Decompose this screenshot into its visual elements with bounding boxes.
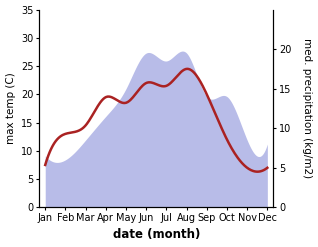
X-axis label: date (month): date (month) bbox=[113, 228, 200, 242]
Y-axis label: med. precipitation (kg/m2): med. precipitation (kg/m2) bbox=[302, 38, 313, 179]
Y-axis label: max temp (C): max temp (C) bbox=[5, 73, 16, 144]
